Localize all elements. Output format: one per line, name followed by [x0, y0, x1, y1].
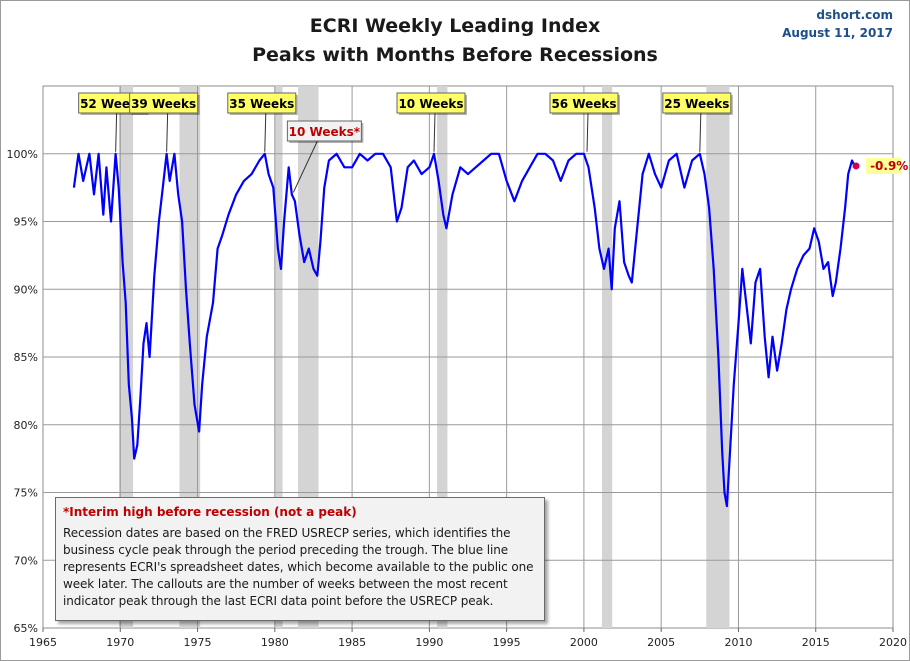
callout-label: 52 Weeks: [80, 97, 145, 111]
callout-box: [227, 92, 297, 114]
callout-box: [662, 92, 732, 114]
series-layer: -0.9%: [72, 152, 908, 508]
y-tick-label: 85%: [14, 351, 38, 364]
date-label: August 11, 2017: [782, 26, 893, 40]
axes: 65% 70% 75% 80% 85% 90% 95% 100% 1965 1970 1975 198…: [7, 148, 907, 649]
callout-pointer: [586, 112, 589, 152]
y-tick-label: 80%: [14, 419, 38, 432]
callout-label: 10 Weeks: [398, 97, 463, 111]
callout-label: 10 Weeks*: [289, 125, 361, 139]
callout-pointer: [166, 112, 169, 152]
y-tick-label: 90%: [14, 283, 38, 296]
last-point-label: -0.9%: [870, 159, 908, 173]
ecri-wli-line: [72, 152, 857, 508]
callout-label: 35 Weeks: [229, 97, 294, 111]
callout-label: 39 Weeks: [131, 97, 196, 111]
x-tick-label: 1980: [261, 636, 289, 649]
x-tick-label: 2015: [802, 636, 830, 649]
callout-pointer: [433, 112, 436, 152]
footnote-title: *Interim high before recession (not a pe…: [63, 505, 357, 519]
y-tick-label: 100%: [7, 148, 38, 161]
callout-pointer: [264, 112, 267, 152]
x-tick-label: 1990: [415, 636, 443, 649]
x-tick-label: 1965: [29, 636, 57, 649]
callout-pointer: [292, 140, 318, 193]
footnote-box: *Interim high before recession (not a pe…: [55, 497, 545, 621]
x-tick-label: 2000: [570, 636, 598, 649]
x-tick-label: 2020: [879, 636, 907, 649]
x-tick-label: 2005: [647, 636, 675, 649]
y-tick-label: 95%: [14, 216, 38, 229]
callout-label: 25 Weeks: [664, 97, 729, 111]
chart-subtitle: Peaks with Months Before Recessions: [252, 44, 658, 66]
y-tick-label: 75%: [14, 487, 38, 500]
last-point-label-bg: [866, 157, 903, 174]
x-tick-label: 2010: [724, 636, 752, 649]
callout-pointer: [115, 112, 118, 152]
source-label: dshort.com: [816, 8, 893, 22]
y-tick-label: 70%: [14, 554, 38, 567]
x-tick-label: 1995: [493, 636, 521, 649]
callout-box: [396, 92, 466, 114]
footnote-body: Recession dates are based on the FRED US…: [63, 526, 534, 608]
x-tick-label: 1970: [106, 636, 134, 649]
y-tick-label: 65%: [14, 622, 38, 635]
x-tick-label: 1985: [338, 636, 366, 649]
callout-box: [129, 92, 199, 114]
x-tick-label: 1975: [184, 636, 212, 649]
last-point-marker: [852, 162, 860, 170]
chart-title: ECRI Weekly Leading Index: [310, 15, 600, 37]
callout-box: [286, 120, 362, 142]
callout-pointer: [699, 112, 702, 152]
callout-label: 56 Weeks: [551, 97, 616, 111]
callout-box: [549, 92, 619, 114]
